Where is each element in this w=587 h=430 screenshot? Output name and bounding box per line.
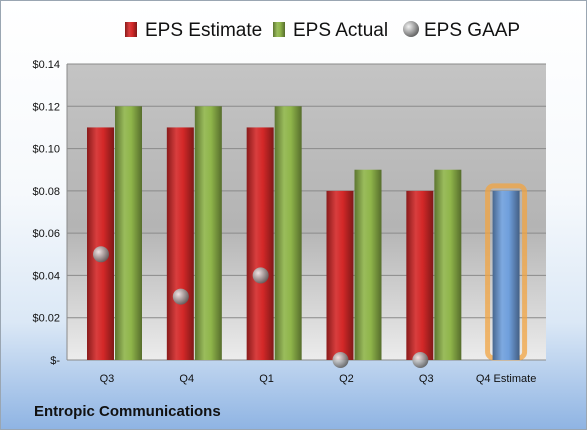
x-tick-label: Q1 <box>259 373 274 385</box>
y-tick-label: $0.12 <box>32 101 60 113</box>
legend-swatch <box>273 22 285 37</box>
legend-label: EPS GAAP <box>424 20 520 41</box>
bar-eps-estimate <box>406 190 434 360</box>
x-tick-label: Q4 Estimate <box>476 373 537 385</box>
y-tick-label: $0.06 <box>32 228 60 240</box>
point-eps-gaap <box>93 246 109 263</box>
company-name: Entropic Communications <box>34 403 221 420</box>
legend-label: EPS Actual <box>293 20 388 41</box>
bar-eps-actual <box>194 106 222 361</box>
y-tick-label: $0.10 <box>32 144 60 156</box>
point-eps-gaap <box>332 352 349 368</box>
legend-swatch <box>403 21 419 37</box>
bar-eps-actual <box>115 106 142 361</box>
y-tick-label: $0.14 <box>32 59 60 71</box>
bar-eps-actual <box>434 169 462 360</box>
legend-swatch <box>125 22 137 37</box>
point-eps-gaap <box>412 352 429 368</box>
bar-eps-estimate <box>166 127 194 360</box>
y-tick-label: $- <box>50 355 60 367</box>
bar-eps-actual <box>354 169 382 360</box>
x-tick-label: Q3 <box>100 373 115 385</box>
bar-eps-estimate <box>87 127 114 360</box>
legend-label: EPS Estimate <box>145 20 262 41</box>
bar-eps-estimate <box>326 190 354 360</box>
x-tick-label: Q2 <box>339 373 354 385</box>
y-tick-label: $0.08 <box>32 186 60 198</box>
plot-area <box>67 64 546 360</box>
bar-eps-estimate-highlight <box>492 190 520 360</box>
x-tick-label: Q3 <box>419 373 434 385</box>
point-eps-gaap <box>172 288 189 305</box>
point-eps-gaap <box>252 267 269 284</box>
bar-eps-estimate <box>246 127 274 360</box>
x-tick-label: Q4 <box>179 373 194 385</box>
bar-eps-actual <box>274 106 302 361</box>
y-tick-label: $0.02 <box>32 313 60 325</box>
y-tick-label: $0.04 <box>32 270 60 282</box>
